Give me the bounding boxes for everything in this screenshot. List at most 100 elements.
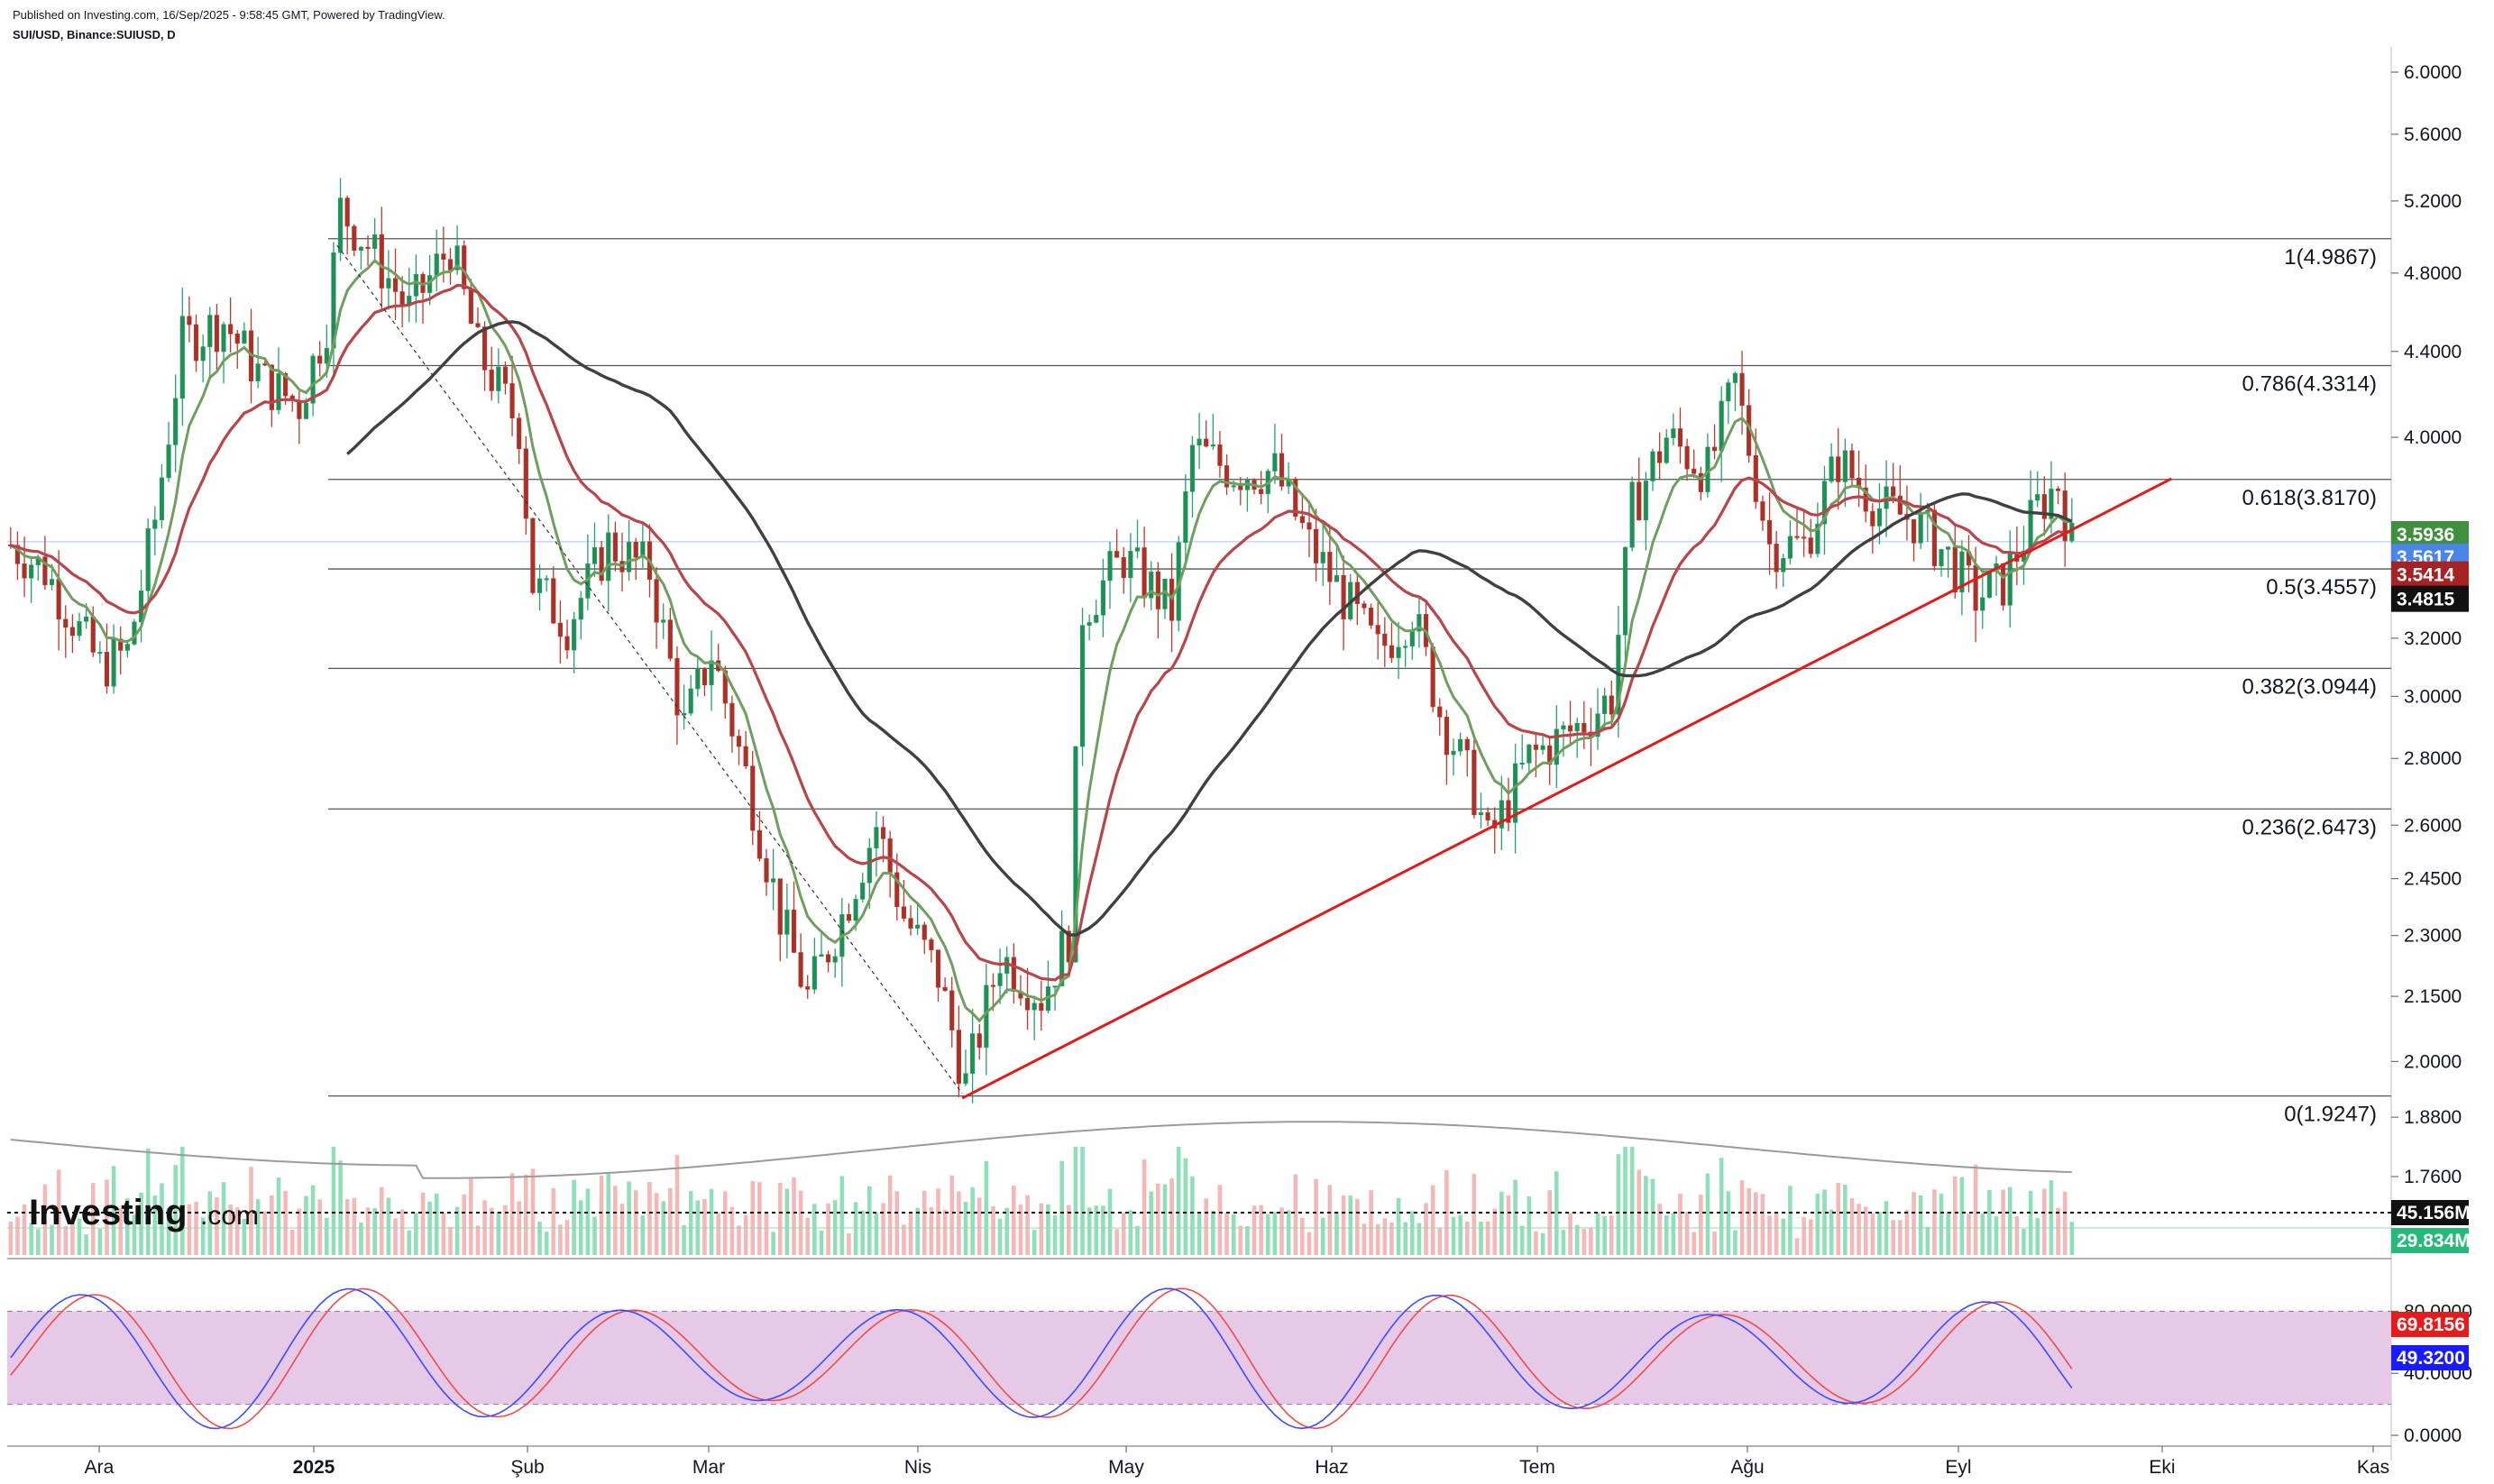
stoch-d-value: 49.3200 (2397, 1348, 2465, 1369)
volume-bar (1967, 1214, 1971, 1255)
candle-body (173, 398, 179, 445)
volume-bar (1004, 1207, 1010, 1255)
y-tick-label: 5.2000 (2404, 191, 2462, 212)
candle-body (1094, 614, 1099, 623)
volume-bar (1128, 1210, 1133, 1255)
decline-guideline (336, 244, 963, 1095)
volume-bar (503, 1205, 508, 1255)
volume-bar (750, 1180, 756, 1255)
candle-body (310, 355, 316, 404)
stoch-k-value: 69.8156 (2397, 1315, 2465, 1335)
volume-bar (317, 1199, 323, 1255)
volume-bar (1272, 1212, 1278, 1255)
volume-bar (1403, 1222, 1407, 1255)
volume-bar (1409, 1211, 1415, 1255)
candle-body (1478, 812, 1484, 816)
volume-bar (1217, 1185, 1223, 1255)
candle-body (1417, 614, 1422, 632)
volume-bar (1870, 1213, 1875, 1255)
volume-bar (1197, 1213, 1202, 1255)
volume-bar (1320, 1217, 1325, 1255)
candle-body (894, 872, 900, 908)
price-tag-bg (2391, 521, 2469, 548)
candle-body (1100, 580, 1105, 616)
volume-bar (1898, 1220, 1903, 1255)
candle-body (1574, 722, 1580, 732)
volume-bar (1169, 1178, 1174, 1255)
candle-body (1561, 725, 1566, 730)
volume-bar (1829, 1209, 1834, 1255)
volume-bar (984, 1160, 989, 1255)
candle-body (599, 546, 604, 582)
volume-bar (1788, 1186, 1793, 1255)
volume-bar (674, 1155, 680, 1255)
x-tick-label: Ara (85, 1457, 115, 1478)
volume-bar (1424, 1203, 1428, 1255)
volume-bar (1774, 1213, 1779, 1255)
candle-body (756, 829, 762, 859)
volume-bar (1012, 1186, 1016, 1255)
volume-bar (111, 1166, 116, 1255)
volume-bar (524, 1174, 528, 1255)
candle-body (77, 620, 82, 637)
sma-slow-line (346, 320, 2073, 937)
volume-bar (1499, 1191, 1504, 1255)
volume-bar (448, 1226, 453, 1255)
candle-body (1732, 372, 1738, 383)
volume-bar (1616, 1154, 1621, 1255)
price-tag-bg (2391, 561, 2469, 588)
candle-body (805, 986, 811, 990)
volume-bar (132, 1214, 137, 1255)
volume-bar (1265, 1214, 1270, 1255)
candle-body (1259, 489, 1264, 495)
volume-bar (1506, 1195, 1511, 1255)
volume-bar (853, 1202, 858, 1255)
candle-body (736, 736, 742, 747)
volume-bar (839, 1176, 845, 1255)
candle-body (84, 616, 89, 622)
candle-body (166, 444, 171, 479)
candle-body (1382, 633, 1388, 646)
stoch-k-tag (2391, 1345, 2469, 1370)
volume-bar (407, 1230, 412, 1255)
volume-bar (1568, 1213, 1573, 1255)
stoch-k-line (10, 1287, 2073, 1430)
candle-body (1677, 428, 1683, 447)
price-tag-label: 3.4815 (2397, 590, 2455, 610)
candle-body (63, 618, 69, 628)
volume-bar (1142, 1159, 1147, 1255)
candle-body (1024, 997, 1031, 1011)
volume-bar (1238, 1225, 1243, 1255)
x-tick-label: Tem (1519, 1457, 1555, 1478)
volume-ma-tag (2391, 1200, 2469, 1225)
volume-bar (173, 1165, 178, 1255)
volume-bar (1843, 1185, 1848, 1255)
candle-body (1849, 450, 1855, 479)
volume-bar (887, 1175, 893, 1255)
candle-body (1087, 622, 1092, 626)
candle-body (1657, 451, 1663, 463)
candle-body (2001, 563, 2006, 606)
volume-bar (393, 1218, 398, 1255)
candle-body (1802, 536, 1807, 539)
y-tick-label: 1.8800 (2404, 1107, 2462, 1128)
volume-bar (1692, 1232, 1697, 1255)
volume-bar (1547, 1190, 1552, 1255)
volume-bar (77, 1218, 82, 1255)
volume-bar (1046, 1204, 1050, 1255)
candle-body (743, 746, 748, 766)
volume-bar (1176, 1147, 1181, 1255)
candle-body (908, 918, 913, 929)
y-tick-label: 3.0000 (2404, 686, 2462, 707)
candle-body (475, 323, 481, 327)
volume-bar (1348, 1195, 1353, 1255)
volume-bar (1211, 1211, 1215, 1255)
volume-bar (221, 1182, 226, 1255)
volume-bar (2049, 1180, 2054, 1255)
candle-body (1299, 516, 1305, 524)
y-tick-label: 5.6000 (2404, 124, 2462, 145)
y-tick-label: 4.8000 (2404, 263, 2462, 284)
candle-body (791, 909, 797, 953)
